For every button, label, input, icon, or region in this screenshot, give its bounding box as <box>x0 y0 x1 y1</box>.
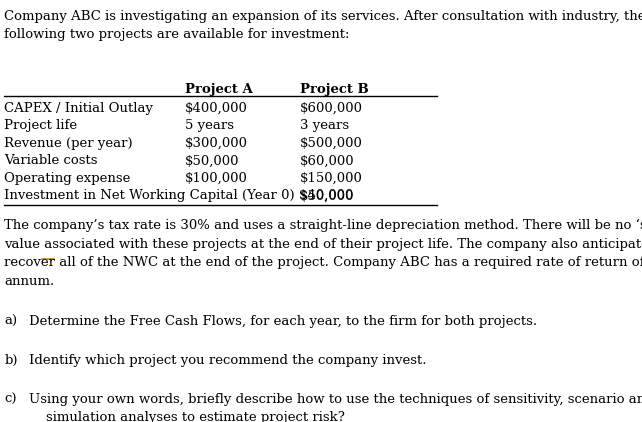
Text: $100,000: $100,000 <box>186 172 248 185</box>
Text: Company ABC is investigating an expansion of its services. After consultation wi: Company ABC is investigating an expansio… <box>4 10 642 41</box>
Text: Identify which project you recommend the company invest.: Identify which project you recommend the… <box>29 354 426 367</box>
Text: CAPEX / Initial Outlay: CAPEX / Initial Outlay <box>4 102 153 114</box>
Text: Operating expense: Operating expense <box>4 172 131 185</box>
Text: $400,000: $400,000 <box>186 102 248 114</box>
Text: a): a) <box>4 315 17 328</box>
Text: The company’s tax rate is 30% and uses a straight-line depreciation method. Ther: The company’s tax rate is 30% and uses a… <box>4 219 642 288</box>
Text: Determine the Free Cash Flows, for each year, to the firm for both projects.: Determine the Free Cash Flows, for each … <box>29 315 537 328</box>
Text: Revenue (per year): Revenue (per year) <box>4 137 133 150</box>
Text: Variable costs: Variable costs <box>4 154 98 167</box>
Text: $150,000: $150,000 <box>300 172 363 185</box>
Text: Project life: Project life <box>4 119 78 132</box>
Text: Project A: Project A <box>186 83 253 96</box>
Text: b): b) <box>4 354 18 367</box>
Text: $60,000: $60,000 <box>300 154 354 167</box>
Text: $300,000: $300,000 <box>186 137 248 150</box>
Text: Investment in Net Working Capital (Year 0) $40,000: Investment in Net Working Capital (Year … <box>4 189 354 203</box>
Text: c): c) <box>4 393 17 406</box>
Text: 3 years: 3 years <box>300 119 349 132</box>
Text: 5 years: 5 years <box>186 119 234 132</box>
Text: Project B: Project B <box>300 83 369 96</box>
Text: Using your own words, briefly describe how to use the techniques of sensitivity,: Using your own words, briefly describe h… <box>29 393 642 422</box>
Text: $500,000: $500,000 <box>300 137 363 150</box>
Text: $50,000: $50,000 <box>186 154 239 167</box>
Text: $600,000: $600,000 <box>300 102 363 114</box>
Text: $50,000: $50,000 <box>300 189 354 203</box>
